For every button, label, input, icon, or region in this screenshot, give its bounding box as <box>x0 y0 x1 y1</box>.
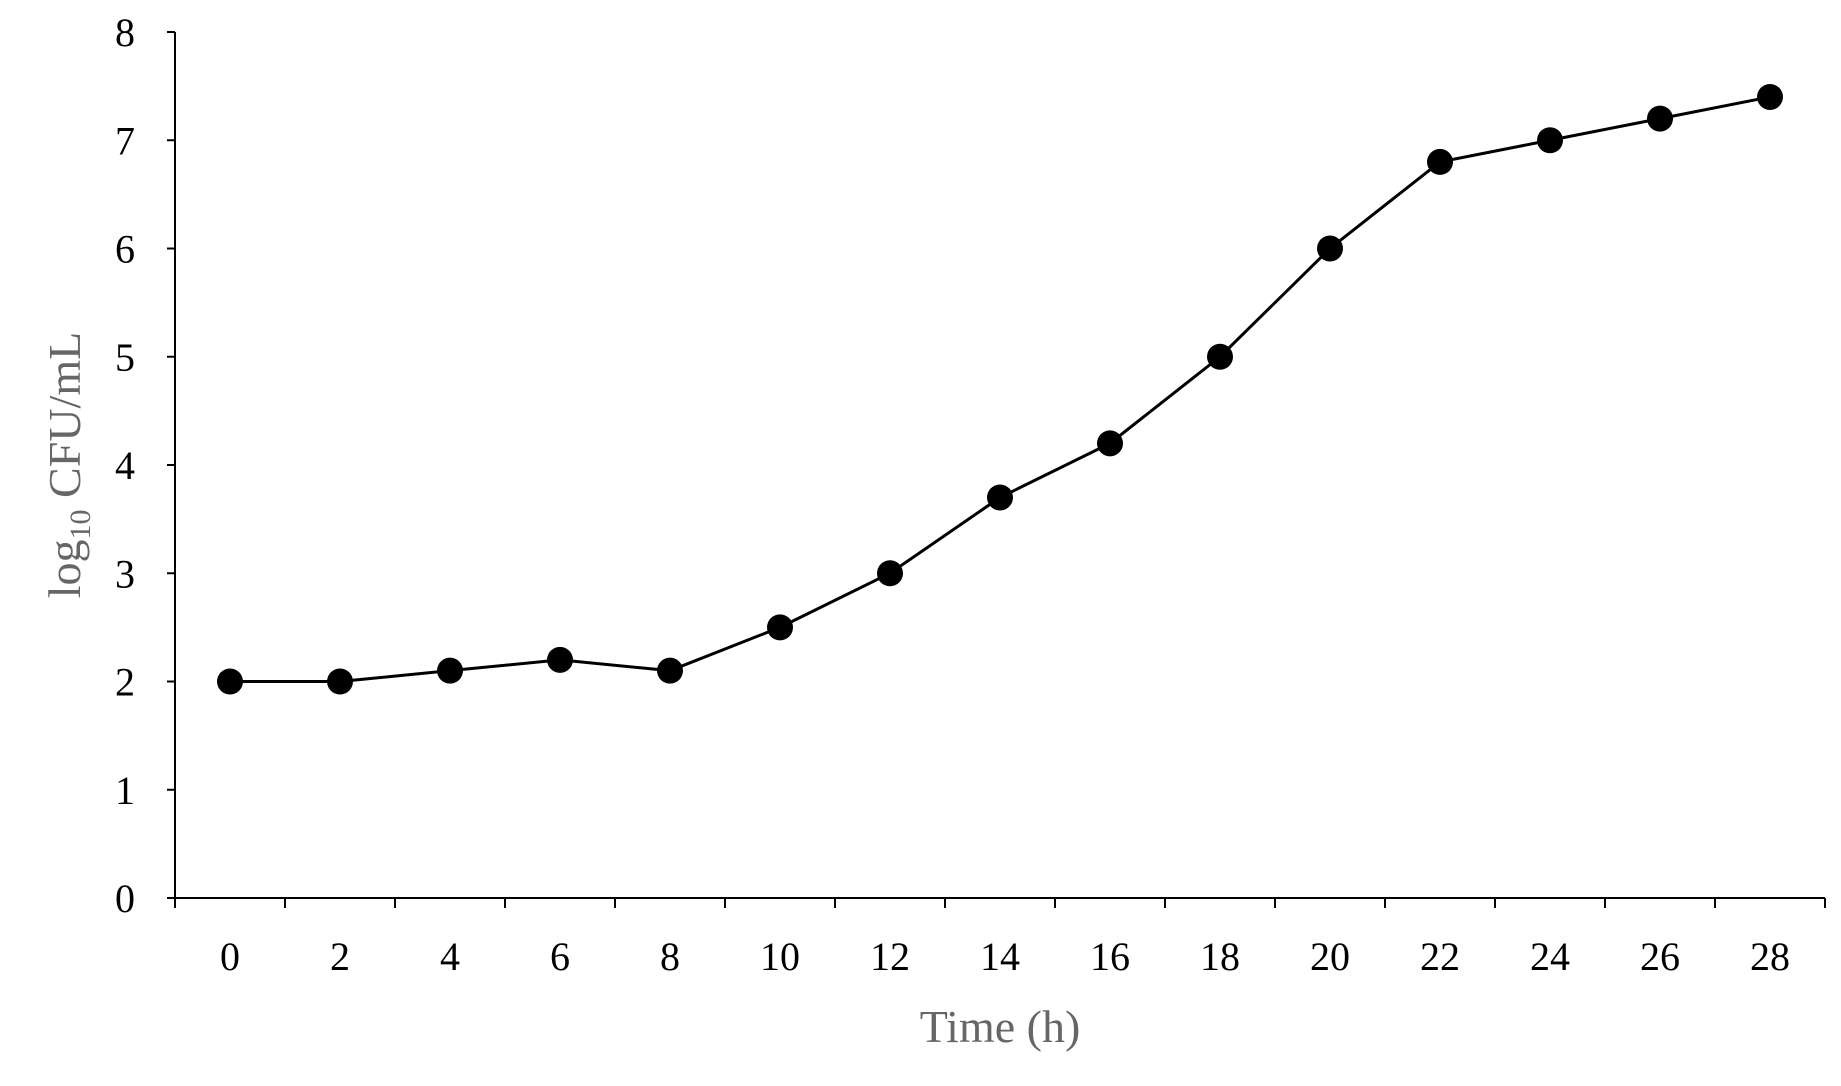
data-point <box>1757 83 1783 110</box>
data-point <box>217 668 243 695</box>
series-line <box>230 95 1771 683</box>
x-tick-label: 16 <box>1090 934 1130 979</box>
y-tick-label: 0 <box>115 876 135 921</box>
y-tick-label: 4 <box>115 443 135 488</box>
y-tick-label: 7 <box>115 118 135 163</box>
x-tick-label: 8 <box>660 934 680 979</box>
data-point <box>1647 105 1673 132</box>
y-axis-title-suffix: CFU/mL <box>39 332 90 510</box>
y-tick-label: 5 <box>115 335 135 380</box>
data-point <box>657 657 683 684</box>
x-tick-label: 20 <box>1310 934 1350 979</box>
x-tick-label: 28 <box>1750 934 1790 979</box>
y-tick-label: 1 <box>115 768 135 813</box>
y-tick-label: 2 <box>115 660 135 705</box>
data-point <box>1097 430 1123 457</box>
y-tick-label: 6 <box>115 227 135 272</box>
y-ticks: 0 1 2 3 4 5 6 7 8 <box>115 10 175 921</box>
data-point <box>1207 343 1233 370</box>
axes <box>174 32 1825 899</box>
y-axis-title-subscript: 10 <box>64 509 97 539</box>
data-point <box>987 484 1013 511</box>
y-axis-title-prefix: log <box>39 539 90 598</box>
x-tick-label: 2 <box>330 934 350 979</box>
y-tick-label: 3 <box>115 551 135 596</box>
data-point <box>1317 235 1343 262</box>
x-tick-label: 0 <box>220 934 240 979</box>
y-tick-label: 8 <box>115 10 135 55</box>
x-axis-title: Time (h) <box>920 1001 1081 1052</box>
series <box>217 83 1783 695</box>
data-point <box>327 668 353 695</box>
data-point <box>1537 127 1563 154</box>
x-tick-label: 10 <box>760 934 800 979</box>
data-point <box>547 646 573 673</box>
x-ticks: 0 2 4 6 8 10 12 14 16 18 20 22 24 26 28 <box>174 898 1826 979</box>
x-tick-label: 22 <box>1420 934 1460 979</box>
data-point <box>1427 148 1453 175</box>
x-tick-label: 14 <box>980 934 1020 979</box>
data-point <box>877 560 903 587</box>
x-tick-label: 12 <box>870 934 910 979</box>
x-tick-label: 4 <box>440 934 460 979</box>
x-tick-label: 18 <box>1200 934 1240 979</box>
x-tick-label: 24 <box>1530 934 1570 979</box>
y-axis-title: log10 CFU/mL <box>39 332 97 598</box>
data-point <box>767 614 793 641</box>
x-tick-label: 26 <box>1640 934 1680 979</box>
data-point <box>437 657 463 684</box>
x-tick-label: 6 <box>550 934 570 979</box>
